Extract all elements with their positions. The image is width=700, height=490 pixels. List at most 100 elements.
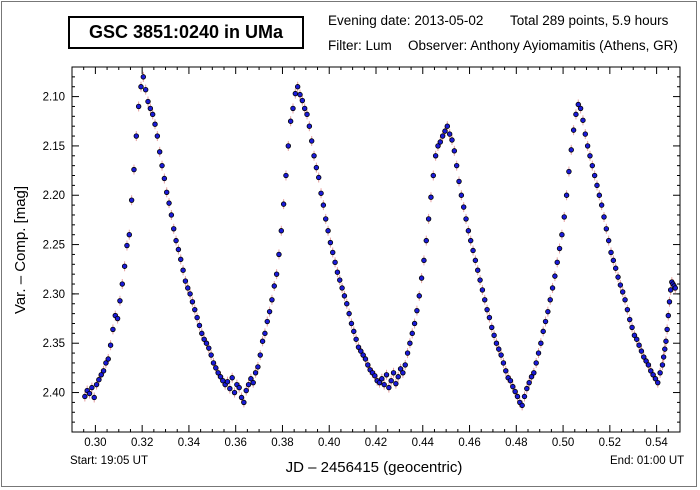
- x-tick-label: 0.30: [84, 437, 106, 449]
- data-point: [332, 259, 338, 266]
- data-point: [662, 346, 668, 352]
- data-point: [638, 348, 645, 354]
- data-point: [337, 277, 343, 283]
- y-tick-label: 2.20: [43, 190, 65, 202]
- data-point: [358, 348, 364, 354]
- data-point: [365, 362, 371, 368]
- data-point: [138, 84, 144, 90]
- data-point: [299, 97, 306, 104]
- data-point: [655, 379, 661, 386]
- data-point: [192, 306, 198, 313]
- data-point: [114, 315, 121, 322]
- data-point: [660, 354, 667, 360]
- start-time-text: Start: 19:05 UT: [70, 455, 148, 467]
- data-point: [519, 402, 525, 409]
- data-point: [449, 137, 455, 143]
- data-point: [182, 278, 189, 284]
- data-point: [229, 375, 235, 381]
- data-point: [594, 182, 600, 189]
- data-point: [444, 123, 451, 129]
- data-point: [531, 370, 537, 376]
- data-point: [645, 362, 652, 368]
- data-point: [100, 368, 107, 374]
- data-point: [383, 372, 390, 378]
- data-point: [372, 373, 378, 379]
- data-point: [524, 385, 530, 392]
- data-point: [418, 275, 425, 281]
- data-point: [110, 326, 116, 333]
- data-point: [178, 256, 184, 263]
- data-point: [316, 174, 322, 181]
- y-tick-label: 2.10: [43, 92, 65, 104]
- data-point: [652, 376, 659, 382]
- data-point: [173, 237, 179, 244]
- data-point: [573, 111, 579, 118]
- data-point: [610, 257, 617, 264]
- data-point: [442, 128, 448, 134]
- data-point: [458, 192, 465, 198]
- data-point: [217, 374, 224, 380]
- data-point: [313, 164, 320, 171]
- data-point: [491, 332, 497, 339]
- data-point: [435, 143, 441, 149]
- data-point: [547, 297, 553, 303]
- x-tick-label: 0.36: [224, 437, 246, 449]
- y-axis-label: Var. – Comp. [mag]: [12, 186, 29, 314]
- data-point: [248, 376, 254, 382]
- data-point: [203, 340, 210, 346]
- data-point: [180, 267, 186, 273]
- data-point: [430, 172, 436, 179]
- evening-date-text: Evening date: 2013-05-02: [328, 13, 484, 28]
- x-tick-label: 0.32: [131, 437, 153, 449]
- observer-text: Observer: Anthony Ayiomamitis (Athens, G…: [408, 38, 678, 53]
- data-point: [381, 381, 387, 388]
- data-point: [126, 232, 132, 238]
- data-point: [348, 320, 355, 327]
- data-point: [577, 105, 584, 112]
- data-point: [545, 308, 551, 315]
- data-point: [330, 249, 336, 256]
- data-point: [266, 308, 273, 315]
- data-point: [484, 306, 490, 313]
- data-point: [596, 192, 603, 198]
- data-point: [468, 237, 474, 244]
- data-point: [145, 98, 151, 105]
- data-point: [663, 338, 669, 344]
- data-point: [589, 162, 596, 169]
- data-point: [210, 360, 217, 366]
- data-point: [201, 336, 207, 342]
- data-point: [140, 74, 147, 80]
- data-point: [339, 285, 345, 291]
- data-point: [103, 360, 109, 366]
- data-point: [301, 105, 308, 112]
- data-point: [608, 249, 614, 256]
- data-point: [388, 378, 394, 384]
- data-point: [559, 232, 565, 238]
- data-point: [194, 314, 200, 321]
- data-point: [276, 251, 282, 258]
- data-point: [227, 385, 233, 392]
- data-point: [390, 370, 397, 376]
- data-points-group: [82, 74, 679, 409]
- data-point: [259, 338, 266, 344]
- data-point: [86, 390, 93, 397]
- data-point: [472, 257, 479, 264]
- filter-text: Filter: Lum: [328, 38, 392, 53]
- data-point: [664, 326, 670, 333]
- data-point: [89, 384, 95, 391]
- data-point: [351, 328, 357, 335]
- data-point: [264, 318, 270, 325]
- data-point: [453, 162, 460, 169]
- data-point: [171, 226, 177, 232]
- data-point: [379, 376, 385, 382]
- data-point: [245, 381, 252, 388]
- data-point: [521, 393, 528, 400]
- data-point: [643, 358, 649, 364]
- data-point: [187, 291, 193, 297]
- data-point: [470, 247, 476, 254]
- data-point: [627, 316, 633, 323]
- total-points-text: Total 289 points, 5.9 hours: [510, 13, 669, 28]
- data-point: [353, 336, 359, 342]
- data-point: [386, 384, 392, 391]
